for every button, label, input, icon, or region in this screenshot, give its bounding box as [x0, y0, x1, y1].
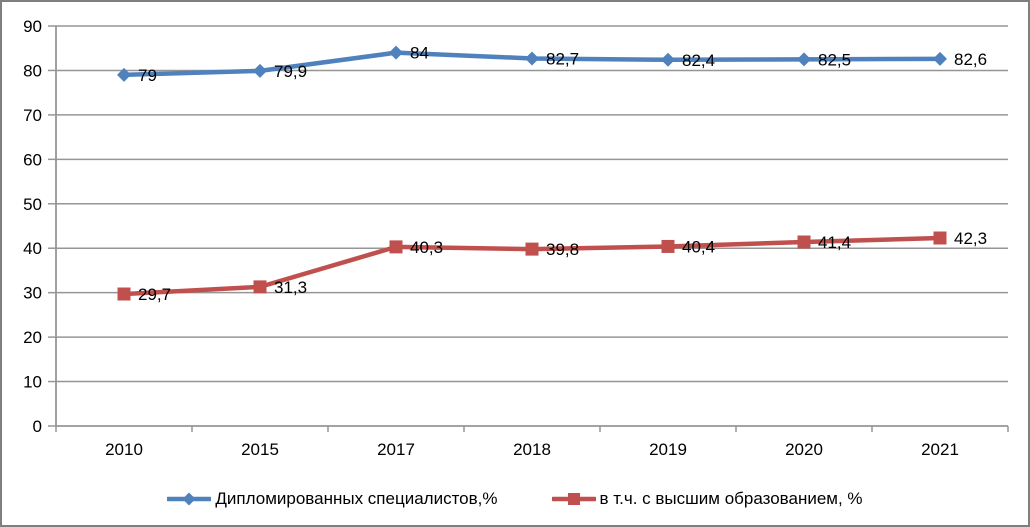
marker-square	[933, 231, 947, 245]
marker-square	[389, 240, 403, 254]
marker-diamond	[389, 45, 403, 60]
y-tick-label: 0	[33, 417, 42, 436]
marker-square	[661, 239, 675, 253]
data-label: 40,3	[410, 238, 443, 257]
y-tick-label: 80	[23, 61, 42, 80]
x-tick-label: 2019	[649, 440, 687, 459]
data-label: 79	[138, 66, 157, 85]
marker-square	[525, 242, 539, 256]
y-tick-label: 20	[23, 328, 42, 347]
x-tick-label: 2018	[513, 440, 551, 459]
marker-diamond	[661, 52, 675, 67]
marker-diamond	[253, 63, 267, 78]
y-tick-label: 70	[23, 106, 42, 125]
marker-square	[117, 287, 131, 301]
legend-item-specialists: Дипломированных специалистов,%	[167, 489, 498, 509]
x-tick-label: 2021	[921, 440, 959, 459]
y-tick-label: 60	[23, 150, 42, 169]
data-label: 29,7	[138, 285, 171, 304]
data-label: 42,3	[954, 229, 987, 248]
legend-square-marker-icon	[551, 490, 596, 508]
data-label: 82,4	[682, 51, 715, 70]
legend-label-specialists: Дипломированных специалистов,%	[215, 489, 498, 508]
y-tick-label: 30	[23, 284, 42, 303]
marker-diamond	[797, 52, 811, 67]
x-tick-label: 2015	[241, 440, 279, 459]
data-label: 84	[410, 44, 429, 63]
legend-label-higher-education: в т.ч. с высшим образованием, %	[599, 489, 863, 508]
x-tick-label: 2010	[105, 440, 143, 459]
y-tick-label: 50	[23, 195, 42, 214]
data-label: 31,3	[274, 278, 307, 297]
data-label: 39,8	[546, 240, 579, 259]
x-tick-label: 2020	[785, 440, 823, 459]
y-tick-label: 10	[23, 373, 42, 392]
legend-diamond-marker-icon	[167, 490, 212, 508]
marker-square	[797, 235, 811, 249]
data-label: 79,9	[274, 62, 307, 81]
legend-item-higher-education: в т.ч. с высшим образованием, %	[551, 489, 863, 509]
data-label: 82,5	[818, 50, 851, 69]
marker-diamond	[933, 51, 947, 66]
marker-diamond	[117, 67, 131, 82]
y-tick-label: 40	[23, 239, 42, 258]
x-tick-label: 2017	[377, 440, 415, 459]
y-tick-label: 90	[23, 17, 42, 36]
marker-diamond	[525, 51, 539, 66]
chart-legend: Дипломированных специалистов,% в т.ч. с …	[2, 484, 1028, 514]
data-label: 41,4	[818, 233, 851, 252]
marker-square	[253, 280, 267, 294]
data-label: 40,4	[682, 237, 715, 256]
data-label: 82,7	[546, 49, 579, 68]
data-label: 82,6	[954, 50, 987, 69]
